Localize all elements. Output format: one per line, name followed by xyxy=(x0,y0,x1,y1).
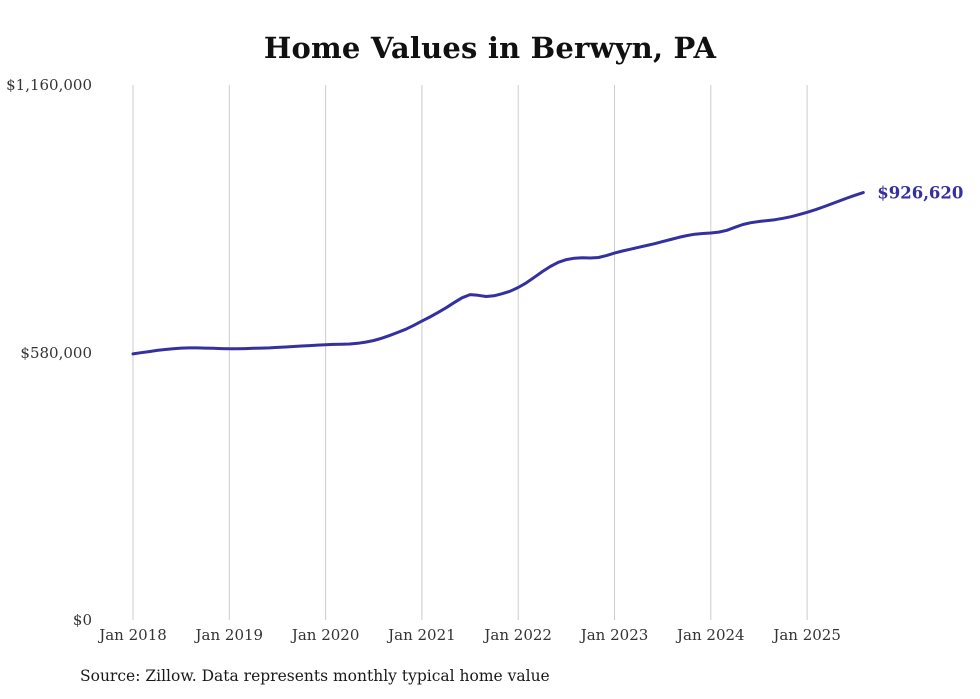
x-axis-tick-label: Jan 2019 xyxy=(195,626,264,644)
x-axis-tick-label: Jan 2022 xyxy=(484,626,552,644)
y-axis-tick-label: $1,160,000 xyxy=(6,76,92,94)
x-axis-tick-label: Jan 2023 xyxy=(580,626,649,644)
y-axis-tick-label: $580,000 xyxy=(20,343,92,362)
x-axis-tick-label: Jan 2025 xyxy=(773,626,841,644)
x-axis-tick-label: Jan 2024 xyxy=(677,626,745,644)
y-axis-tick-label: $0 xyxy=(72,611,92,629)
x-axis-tick-label: Jan 2018 xyxy=(99,626,167,644)
latest-value-label: $926,620 xyxy=(877,183,964,203)
x-axis-tick-label: Jan 2020 xyxy=(291,626,360,644)
source-note: Source: Zillow. Data represents monthly … xyxy=(80,667,550,685)
chart-title: Home Values in Berwyn, PA xyxy=(263,31,717,65)
home-value-line xyxy=(131,191,865,356)
x-axis-tick-label: Jan 2021 xyxy=(388,626,456,644)
